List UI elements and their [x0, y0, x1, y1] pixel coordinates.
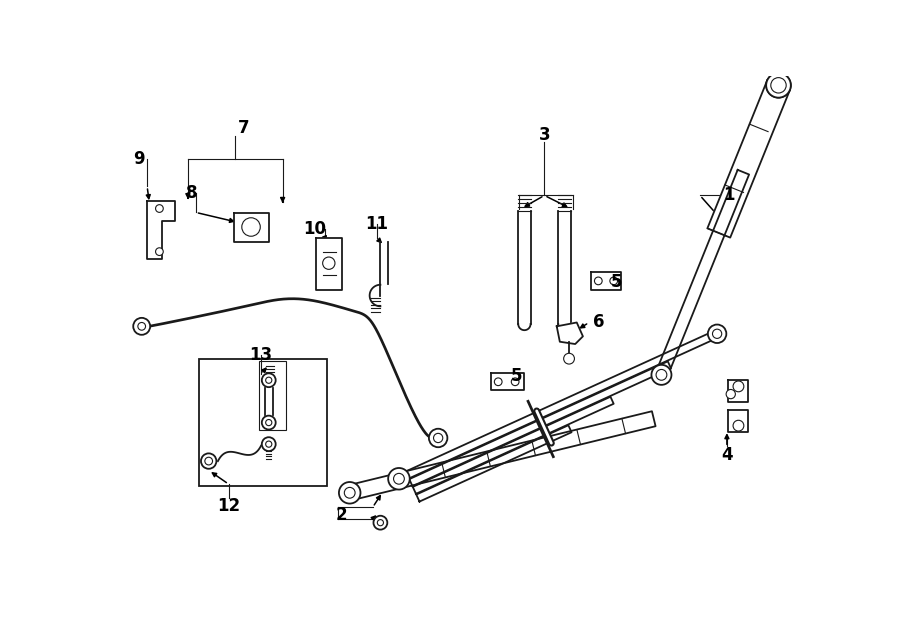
Circle shape — [377, 520, 383, 526]
Circle shape — [345, 488, 356, 498]
Polygon shape — [234, 213, 269, 242]
Text: 5: 5 — [511, 367, 522, 385]
Text: 2: 2 — [336, 506, 347, 524]
Circle shape — [434, 434, 443, 443]
Circle shape — [156, 205, 163, 212]
Circle shape — [322, 257, 335, 269]
Circle shape — [610, 277, 617, 285]
Polygon shape — [352, 411, 655, 500]
Circle shape — [652, 365, 671, 385]
Polygon shape — [656, 170, 749, 377]
Polygon shape — [410, 361, 671, 486]
Circle shape — [262, 373, 275, 387]
Text: 8: 8 — [186, 184, 197, 202]
Text: 12: 12 — [217, 497, 240, 515]
Circle shape — [266, 377, 272, 384]
Polygon shape — [406, 333, 713, 479]
Polygon shape — [491, 373, 525, 391]
Circle shape — [242, 217, 260, 236]
Text: 11: 11 — [365, 215, 388, 233]
Text: 6: 6 — [592, 313, 604, 332]
Text: 1: 1 — [723, 186, 734, 204]
Circle shape — [766, 73, 791, 98]
Circle shape — [266, 420, 272, 425]
Text: 13: 13 — [249, 346, 273, 364]
Circle shape — [262, 416, 275, 429]
Circle shape — [656, 370, 667, 380]
Circle shape — [770, 77, 787, 93]
Circle shape — [734, 420, 743, 431]
Bar — [258, 361, 286, 430]
Polygon shape — [413, 397, 614, 494]
Circle shape — [339, 482, 361, 503]
Circle shape — [133, 318, 150, 335]
Polygon shape — [417, 425, 572, 501]
Text: 10: 10 — [303, 219, 327, 238]
Circle shape — [262, 437, 275, 451]
Polygon shape — [728, 410, 749, 432]
Text: 9: 9 — [133, 150, 145, 168]
Polygon shape — [728, 380, 749, 402]
Text: 3: 3 — [538, 126, 550, 145]
Circle shape — [708, 325, 726, 343]
Circle shape — [201, 453, 216, 469]
Text: 5: 5 — [611, 273, 623, 292]
Bar — [200, 359, 327, 486]
Circle shape — [494, 378, 502, 385]
Circle shape — [713, 329, 722, 339]
Circle shape — [393, 474, 404, 484]
Circle shape — [734, 381, 743, 392]
Circle shape — [563, 353, 574, 364]
Circle shape — [156, 248, 163, 256]
Text: 7: 7 — [238, 119, 250, 138]
Circle shape — [726, 389, 735, 399]
Polygon shape — [590, 273, 621, 290]
Circle shape — [205, 457, 212, 465]
Circle shape — [374, 515, 387, 529]
Polygon shape — [147, 201, 175, 259]
Circle shape — [766, 73, 791, 98]
Circle shape — [595, 277, 602, 285]
Circle shape — [266, 441, 272, 447]
Circle shape — [138, 323, 146, 330]
Circle shape — [511, 378, 519, 385]
Text: 4: 4 — [721, 446, 733, 464]
Polygon shape — [317, 238, 342, 290]
Polygon shape — [707, 81, 790, 238]
Polygon shape — [557, 323, 583, 344]
Circle shape — [388, 468, 410, 489]
Circle shape — [429, 429, 447, 447]
